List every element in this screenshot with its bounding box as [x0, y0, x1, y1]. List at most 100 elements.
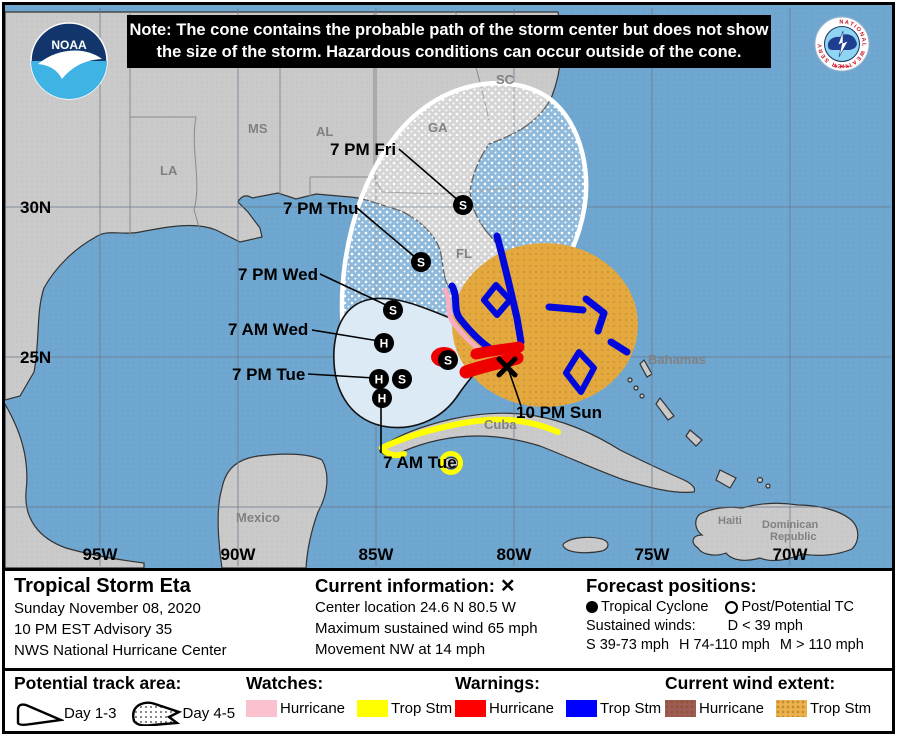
day13-cone-icon [16, 703, 64, 726]
forecast-position-marker-S: S [383, 300, 403, 320]
storm-summary: Tropical Storm Eta Sunday November 08, 2… [14, 575, 227, 663]
noaa-logo: NOAA [30, 22, 108, 100]
center-location: Center location 24.6 N 80.5 W [315, 599, 516, 616]
max-sustained-wind: Maximum sustained wind 65 mph [315, 620, 538, 637]
current-position-symbol: ✕ [500, 575, 516, 596]
svg-text:S: S [459, 199, 467, 213]
svg-text:H: H [378, 392, 387, 406]
place-label: Mexico [236, 510, 280, 525]
warnings-heading: Warnings: [455, 673, 540, 693]
day45-label: Day 4-5 [182, 704, 236, 722]
place-label: Cuba [484, 417, 517, 432]
track-time-label: 7 PM Tue [232, 365, 305, 384]
track-label-pointer [319, 273, 389, 307]
forecast-position-marker-S: S [438, 350, 458, 370]
lon-label: 85W [359, 545, 395, 564]
potential-track-heading: Potential track area: [14, 673, 182, 693]
day45-cone-icon [131, 701, 182, 726]
place-labels: LA MS AL GA SC FL Mexico Cuba Bahamas Haiti Domini… [160, 72, 819, 543]
place-label: LA [160, 163, 178, 178]
tropstm-warning-label: Trop Stm [600, 700, 662, 717]
wind-category-m: M > 110 mph [779, 637, 864, 653]
hurricane-extent-swatch [665, 700, 696, 717]
place-label: Bahamas [648, 352, 706, 367]
lon-label: 70W [773, 545, 809, 564]
hurricane-extent-label: Hurricane [699, 700, 765, 717]
note-line2: the size of the storm. Hazardous conditi… [156, 43, 742, 62]
tropstm-extent-label: Trop Stm [810, 700, 872, 717]
current-position-x-marker [496, 356, 518, 378]
legend-watches: Watches: Hurricane Trop Stm [246, 673, 464, 717]
legend-potential-track: Potential track area: Day 1-3 Day 4-5 [14, 673, 247, 726]
land-yucatan [217, 453, 328, 568]
track-label-pointer [307, 373, 375, 379]
wind-category-d: D < 39 mph [727, 618, 803, 634]
track-time-label: 7 AM Tue [383, 453, 457, 472]
nws-logo-stars: ★ ★ ★ [834, 64, 851, 70]
wind-category-s: S 39-73 mph [586, 637, 670, 653]
note-banner: Note: The cone contains the probable pat… [127, 15, 771, 68]
land-jamaica [562, 536, 609, 554]
track-time-label: 7 PM Fri [330, 140, 396, 159]
storm-title: Tropical Storm Eta [14, 575, 191, 597]
tropical-cyclone-label: Tropical Cyclone [601, 599, 709, 615]
watches-heading: Watches: [246, 673, 324, 693]
storm-agency: NWS National Hurricane Center [14, 642, 227, 659]
warning-tropstm-lines [448, 232, 631, 395]
svg-text:S: S [389, 304, 397, 318]
storm-advisory: 10 PM EST Advisory 35 [14, 621, 173, 638]
hurricane-watch-label: Hurricane [280, 700, 346, 717]
svg-text:S: S [444, 354, 452, 368]
lat-label: 30N [20, 198, 51, 217]
map-area: LA MS AL GA SC FL Mexico Cuba Bahamas Haiti Domini… [5, 5, 892, 568]
hurricane-watch-swatch [246, 700, 277, 717]
grid-labels: 95W 90W 85W 80W 75W 70W 30N 25N [20, 198, 808, 564]
post-potential-ring-icon [725, 600, 739, 614]
legend-panel: Potential track area: Day 1-3 Day 4-5 Wa… [5, 671, 892, 728]
noaa-logo-text: NOAA [51, 38, 87, 52]
svg-text:H: H [375, 373, 384, 387]
forecast-position-marker-S: S [453, 195, 473, 215]
legend-wind-extent: Current wind extent: Hurricane Trop Stm [665, 673, 883, 717]
forecast-position-marker-H: H [372, 388, 392, 408]
track-labels: 7 PM Fri 7 PM Thu 7 PM Wed 7 AM Wed 7 PM Tue… [228, 140, 602, 472]
tropstm-watch-label: Trop Stm [391, 700, 453, 717]
place-label: SC [496, 72, 515, 87]
current-info-heading: Current information: ✕ [315, 575, 538, 597]
tropical-cyclone-dot-icon [586, 601, 598, 613]
place-label: AL [316, 124, 333, 139]
track-time-label: 7 PM Wed [238, 265, 318, 284]
forecast-positions: Forecast positions: Tropical Cyclone Pos… [586, 575, 864, 656]
current-info-heading-text: Current information: [315, 575, 495, 596]
separator-info-legend [5, 668, 892, 671]
track-time-label: 7 PM Thu [283, 199, 359, 218]
lon-label: 95W [83, 545, 119, 564]
tropstm-watch-swatch [357, 700, 389, 717]
forecast-positions-heading: Forecast positions: [586, 575, 757, 596]
nws-logo: NATIONAL WEATHER SERVICE ★ ★ ★ [814, 16, 870, 72]
wind-extent-heading: Current wind extent: [665, 673, 836, 693]
tropstm-extent-swatch [776, 700, 808, 717]
separator-map-info [5, 568, 892, 571]
land-mexico [5, 402, 145, 568]
track-time-label: 7 AM Wed [228, 320, 308, 339]
track-label-pointer [398, 148, 460, 202]
wind-category-h: H 74-110 mph [679, 637, 770, 653]
lon-label: 75W [635, 545, 671, 564]
storm-date: Sunday November 08, 2020 [14, 600, 201, 617]
place-label: Haiti [718, 515, 742, 527]
day13-label: Day 1-3 [64, 704, 117, 722]
forecast-position-types: Tropical Cyclone Post/Potential TC [586, 599, 864, 615]
movement: Movement NW at 14 mph [315, 641, 486, 658]
place-label: FL [456, 246, 472, 261]
lat-label: 25N [20, 348, 51, 367]
place-label: MS [248, 121, 268, 136]
place-label: GA [428, 120, 448, 135]
wind-categories-line: S 39-73 mph H 74-110 mph M > 110 mph [586, 637, 864, 653]
legend-warnings: Warnings: Hurricane Trop Stm [455, 673, 673, 717]
info-panel: Tropical Storm Eta Sunday November 08, 2… [5, 571, 892, 668]
sustained-winds-label: Sustained winds: [586, 618, 696, 634]
